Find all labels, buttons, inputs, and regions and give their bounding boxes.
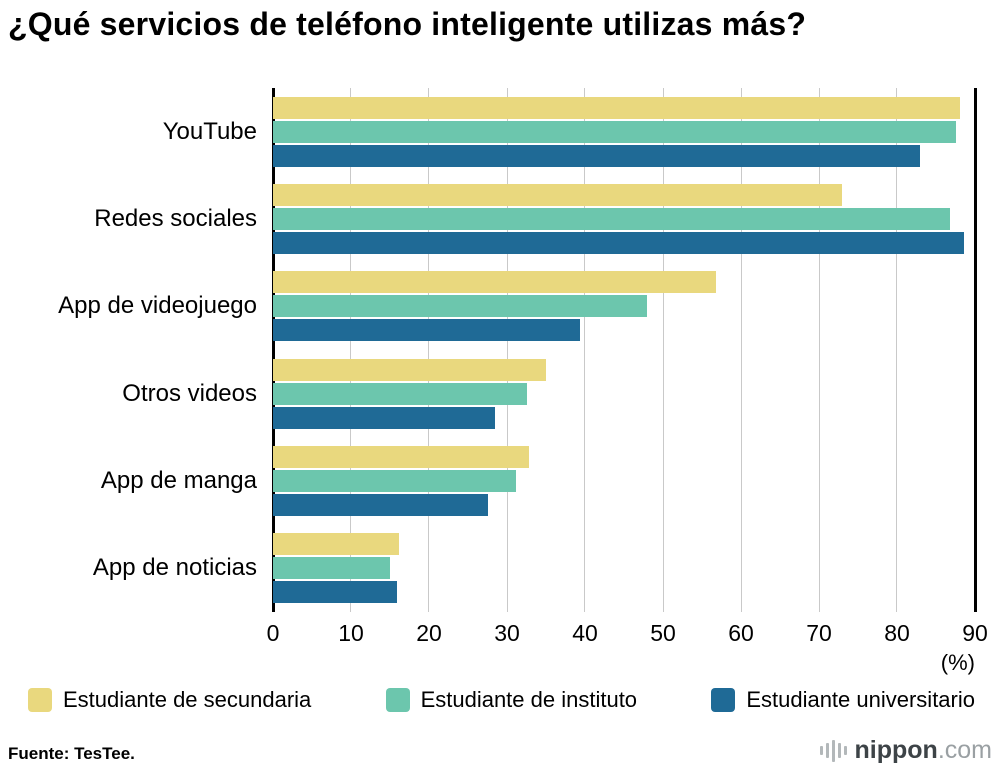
tick-label: 0 xyxy=(266,620,280,646)
legend-item: Estudiante de secundaria xyxy=(28,687,311,713)
tick-label: 30 xyxy=(494,620,520,646)
nippon-logo: nippon .com xyxy=(819,736,993,765)
bar xyxy=(273,271,717,294)
bar xyxy=(273,581,398,604)
x-axis-ticks: 0 10 20 30 40 50 60 70 80 90 xyxy=(267,620,988,648)
category-label: App de videojuego xyxy=(58,292,257,320)
nippon-logo-icon xyxy=(819,737,847,765)
bar xyxy=(273,207,951,230)
bar-group xyxy=(273,525,975,612)
tick-label: 80 xyxy=(884,620,910,646)
legend-swatch xyxy=(28,688,52,712)
grid-line xyxy=(662,88,664,612)
bar xyxy=(273,469,516,492)
grid-line xyxy=(271,88,275,612)
bar-group xyxy=(273,88,975,175)
bar xyxy=(273,358,546,381)
category-label: YouTube xyxy=(162,117,257,145)
tick-label: 70 xyxy=(806,620,832,646)
category-label: App de noticias xyxy=(92,554,257,582)
bar xyxy=(273,231,965,254)
logo-name: nippon xyxy=(854,736,938,764)
bar xyxy=(273,295,647,318)
tick-label: 20 xyxy=(416,620,442,646)
grid-line xyxy=(350,88,352,612)
legend-item: Estudiante de instituto xyxy=(385,687,638,713)
chart-title: ¿Qué servicios de teléfono inteligente u… xyxy=(8,6,807,42)
grid-line xyxy=(584,88,586,612)
legend-label: Estudiante universitario xyxy=(746,687,975,712)
legend: Estudiante de secundaria Estudiante de in… xyxy=(28,686,975,714)
grid-line xyxy=(506,88,508,612)
bar xyxy=(273,183,843,206)
grid-layer xyxy=(271,88,977,612)
bar xyxy=(273,96,961,119)
nippon-logo-text: nippon .com xyxy=(855,736,993,765)
category-labels: YouTube Redes sociales App de videojuego Ot… xyxy=(0,88,259,612)
bar xyxy=(273,406,496,429)
category-label: App de manga xyxy=(100,466,257,494)
unit-label: (%) xyxy=(940,650,975,675)
grid-line xyxy=(740,88,742,612)
bar xyxy=(273,445,529,468)
legend-swatch xyxy=(711,688,736,712)
bar-group xyxy=(273,263,975,350)
legend-label: Estudiante de instituto xyxy=(420,687,638,712)
bar xyxy=(273,557,390,580)
legend-item: Estudiante universitario xyxy=(711,687,975,713)
logo-tld: .com xyxy=(937,736,992,764)
category-label: Redes sociales xyxy=(94,204,257,232)
bar xyxy=(273,319,581,342)
bar-group xyxy=(273,175,975,262)
bar-group xyxy=(273,437,975,524)
bar xyxy=(273,382,527,405)
legend-label: Estudiante de secundaria xyxy=(63,687,312,712)
bar-group xyxy=(273,350,975,437)
grid-line xyxy=(973,88,977,612)
tick-label: 90 xyxy=(962,620,988,646)
tick-label: 60 xyxy=(728,620,754,646)
grid-line xyxy=(896,88,898,612)
bar xyxy=(273,120,956,143)
bar-rows xyxy=(273,88,975,612)
bar xyxy=(273,533,400,556)
plot-area xyxy=(271,88,977,612)
bar xyxy=(273,144,921,167)
tick-label: 40 xyxy=(572,620,598,646)
tick-label: 10 xyxy=(338,620,364,646)
grid-line xyxy=(428,88,430,612)
grid-line xyxy=(818,88,820,612)
category-label: Otros videos xyxy=(122,379,257,407)
tick-label: 50 xyxy=(650,620,676,646)
bar xyxy=(273,493,489,516)
source-text: Fuente: TesTee. xyxy=(8,744,135,763)
legend-swatch xyxy=(385,688,410,712)
